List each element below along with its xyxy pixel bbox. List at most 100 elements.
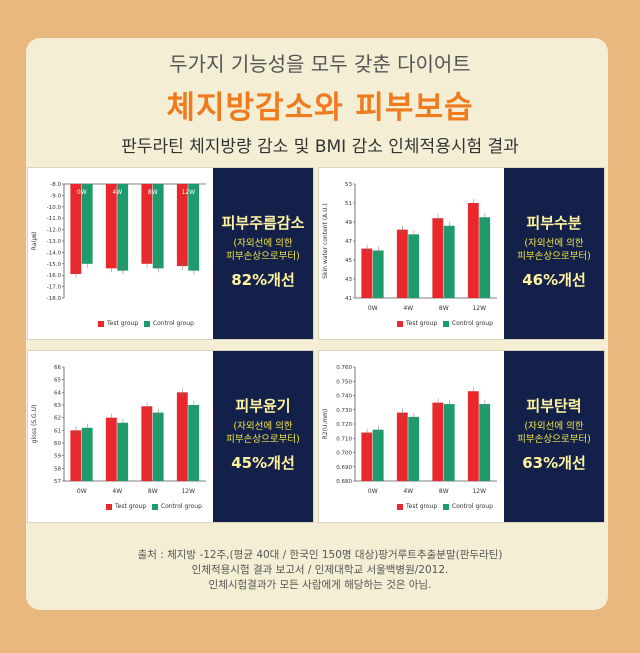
y-axis-label: Skin water content (A.U.) [322, 203, 329, 278]
bar-control-group [117, 184, 129, 271]
y-tick-label: 62 [54, 416, 61, 422]
y-tick-label: 0.700 [336, 451, 352, 457]
bar-test-group [141, 184, 153, 264]
bar-test-group [361, 248, 373, 298]
y-tick-label: 0.710 [336, 436, 352, 442]
badge-sub1: (자외선에 의한 [524, 238, 584, 249]
x-tick-label: 4W [403, 488, 413, 495]
badge-sub1: (자외선에 의한 [233, 421, 293, 432]
legend-label-control: Control group [152, 320, 194, 327]
bar-test-group [432, 218, 444, 298]
y-tick-label: 41 [345, 296, 352, 302]
legend-label-test: Test group [107, 320, 139, 327]
y-tick-label: -11.0 [47, 216, 62, 222]
badge-title: 피부윤기 [235, 397, 291, 415]
y-tick-label: 58 [54, 466, 61, 472]
y-tick-label: 0.680 [336, 479, 352, 485]
bar-test-group [467, 203, 479, 298]
x-tick-label: 12W [472, 488, 486, 495]
result-badge: 피부수분 (자외선에 의한 피부손상으로부터) 46%개선 [504, 168, 604, 339]
badge-title: 피부탄력 [526, 397, 582, 415]
y-axis-label: R2(U.mm) [322, 409, 329, 440]
bar-test-group [105, 417, 117, 481]
chart-panel-gloss: gloss (S.G.U) 66 65 64 63 62 61 60 59 58 57 0W 4W 8W 1… [27, 350, 314, 523]
bar-control-group [152, 184, 164, 269]
source-footnote: 출처 : 체지방 -12주,(평균 40대 / 한국인 150명 대상)팡거루트… [0, 548, 640, 593]
y-tick-label: 0.750 [336, 379, 352, 385]
y-tick-label: -12.0 [47, 228, 62, 234]
badge-sub2: 피부손상으로부터) [517, 251, 591, 262]
bar-test-group [176, 184, 188, 267]
badge-sub2: 피부손상으로부터) [517, 434, 591, 445]
y-axis-label: gloss (S.G.U) [31, 405, 38, 444]
x-tick-label: 12W [181, 488, 195, 495]
y-tick-label: 64 [54, 390, 61, 396]
bar-test-group [467, 391, 479, 481]
page-title: 체지방감소와 피부보습 [166, 90, 474, 126]
legend-label-control: Control group [451, 320, 493, 327]
y-tick-label: -9.0 [50, 193, 61, 199]
bar-test-group [70, 184, 82, 275]
legend-label-test: Test group [115, 503, 147, 510]
x-tick-label: 12W [472, 305, 486, 312]
y-tick-label: 0.760 [336, 365, 352, 371]
y-tick-label: -8.0 [50, 182, 61, 188]
footnote-line-2: 인체적용시험 결과 보고서 / 인제대학교 서울백병원/2012. [191, 564, 449, 576]
y-tick-label: 61 [54, 428, 61, 434]
y-tick-label: -18.0 [47, 296, 62, 302]
bar-test-group [361, 432, 373, 481]
x-tick-label: 0W [77, 488, 87, 495]
y-tick-label: 0.740 [336, 394, 352, 400]
legend-label-test: Test group [406, 320, 438, 327]
legend-swatch-control [442, 503, 449, 510]
chart-legend: Test group Control group [98, 320, 194, 327]
badge-percent: 45%개선 [231, 454, 295, 472]
bar-control-group [372, 250, 384, 298]
bar-control-group [81, 184, 93, 264]
bar-control-group [372, 429, 384, 481]
badge-sub1: (자외선에 의한 [524, 421, 584, 432]
y-tick-label: 0.690 [336, 465, 352, 471]
badge-title: 피부수분 [526, 214, 582, 232]
y-tick-label: 47 [345, 239, 352, 245]
bar-control-group [479, 217, 491, 298]
y-tick-label: -15.0 [47, 262, 62, 268]
y-tick-label: 0.730 [336, 408, 352, 414]
bar-control-group [117, 422, 129, 481]
x-tick-label: 12W [181, 189, 195, 196]
x-tick-label: 0W [368, 488, 378, 495]
bar-test-group [396, 229, 408, 298]
bar-control-group [408, 416, 420, 481]
bar-control-group [443, 404, 455, 481]
x-tick-label: 8W [148, 189, 158, 196]
x-tick-label: 8W [148, 488, 158, 495]
x-tick-label: 4W [403, 305, 413, 312]
result-badge: 피부윤기 (자외선에 의한 피부손상으로부터) 45%개선 [213, 351, 313, 522]
badge-percent: 46%개선 [522, 271, 586, 289]
y-axis-label: Ra(㎛) [31, 232, 39, 250]
bar-test-group [141, 406, 153, 481]
y-tick-label: 59 [54, 454, 61, 460]
badge-percent: 82%개선 [231, 271, 295, 289]
bar-control-group [479, 404, 491, 481]
bar-test-group [432, 402, 444, 481]
y-tick-label: -13.0 [47, 239, 62, 245]
badge-sub2: 피부손상으로부터) [226, 434, 300, 445]
legend-swatch-test [106, 503, 112, 510]
y-tick-label: 65 [54, 378, 61, 384]
x-tick-label: 4W [112, 488, 122, 495]
chart-panel-moisture: Skin water content (A.U.) 53 51 49 47 45 43 41 0… [318, 167, 605, 340]
bar-test-group [70, 430, 82, 481]
gloss-chart: gloss (S.G.U) 66 65 64 63 62 61 60 59 58 57 0W 4W 8W 1… [31, 365, 206, 495]
bar-control-group [408, 234, 420, 298]
chart-legend: Test group Control group [106, 503, 202, 510]
bar-control-group [81, 427, 93, 481]
badge-title: 피부주름감소 [221, 214, 305, 232]
legend-label-control: Control group [451, 503, 493, 510]
result-badge: 피부탄력 (자외선에 의한 피부손상으로부터) 63%개선 [504, 351, 604, 522]
footnote-line-1: 출처 : 체지방 -12주,(평균 40대 / 한국인 150명 대상)팡거루트… [137, 549, 503, 561]
legend-swatch-test [397, 503, 403, 510]
x-tick-label: 8W [439, 305, 449, 312]
x-tick-label: 0W [368, 305, 378, 312]
y-tick-label: 63 [54, 403, 61, 409]
